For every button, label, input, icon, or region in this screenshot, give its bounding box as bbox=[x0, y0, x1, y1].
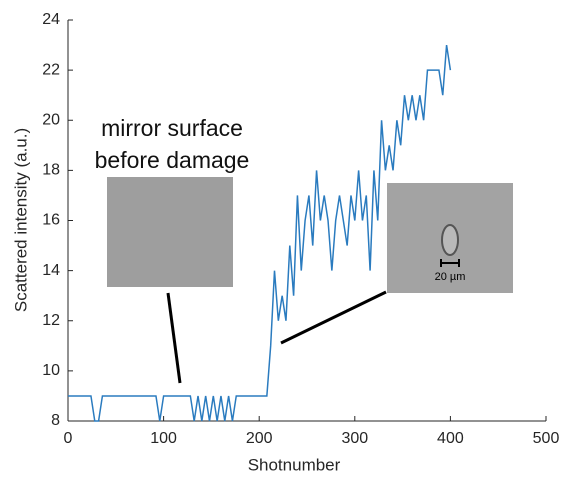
x-tick-label: 0 bbox=[64, 430, 73, 447]
scale-label: 20 µm bbox=[435, 271, 466, 283]
x-tick-label: 400 bbox=[437, 430, 464, 447]
y-axis-label: Scattered intensity (a.u.) bbox=[11, 128, 30, 312]
y-tick-label: 16 bbox=[42, 212, 60, 229]
y-tick-label: 20 bbox=[42, 111, 60, 128]
y-tick-label: 18 bbox=[42, 162, 60, 179]
x-tick-label: 500 bbox=[533, 430, 560, 447]
y-tick-label: 14 bbox=[42, 262, 60, 279]
y-tick-label: 10 bbox=[42, 362, 60, 379]
data-line bbox=[68, 44, 452, 422]
y-tick-label: 8 bbox=[51, 412, 60, 429]
particle bbox=[441, 224, 459, 256]
y-tick-label: 12 bbox=[42, 312, 60, 329]
x-tick-label: 300 bbox=[341, 430, 368, 447]
pointer-line bbox=[280, 290, 387, 345]
y-tick-label: 24 bbox=[42, 11, 60, 28]
inset-image-before bbox=[107, 177, 233, 287]
y-tick-label: 22 bbox=[42, 61, 60, 78]
x-axis-label: Shotnumber bbox=[248, 455, 341, 474]
x-tick-label: 200 bbox=[246, 430, 273, 447]
x-tick-label: 100 bbox=[150, 430, 177, 447]
pointer-line bbox=[166, 292, 182, 384]
annotation: mirror surface before damage bbox=[94, 115, 250, 173]
